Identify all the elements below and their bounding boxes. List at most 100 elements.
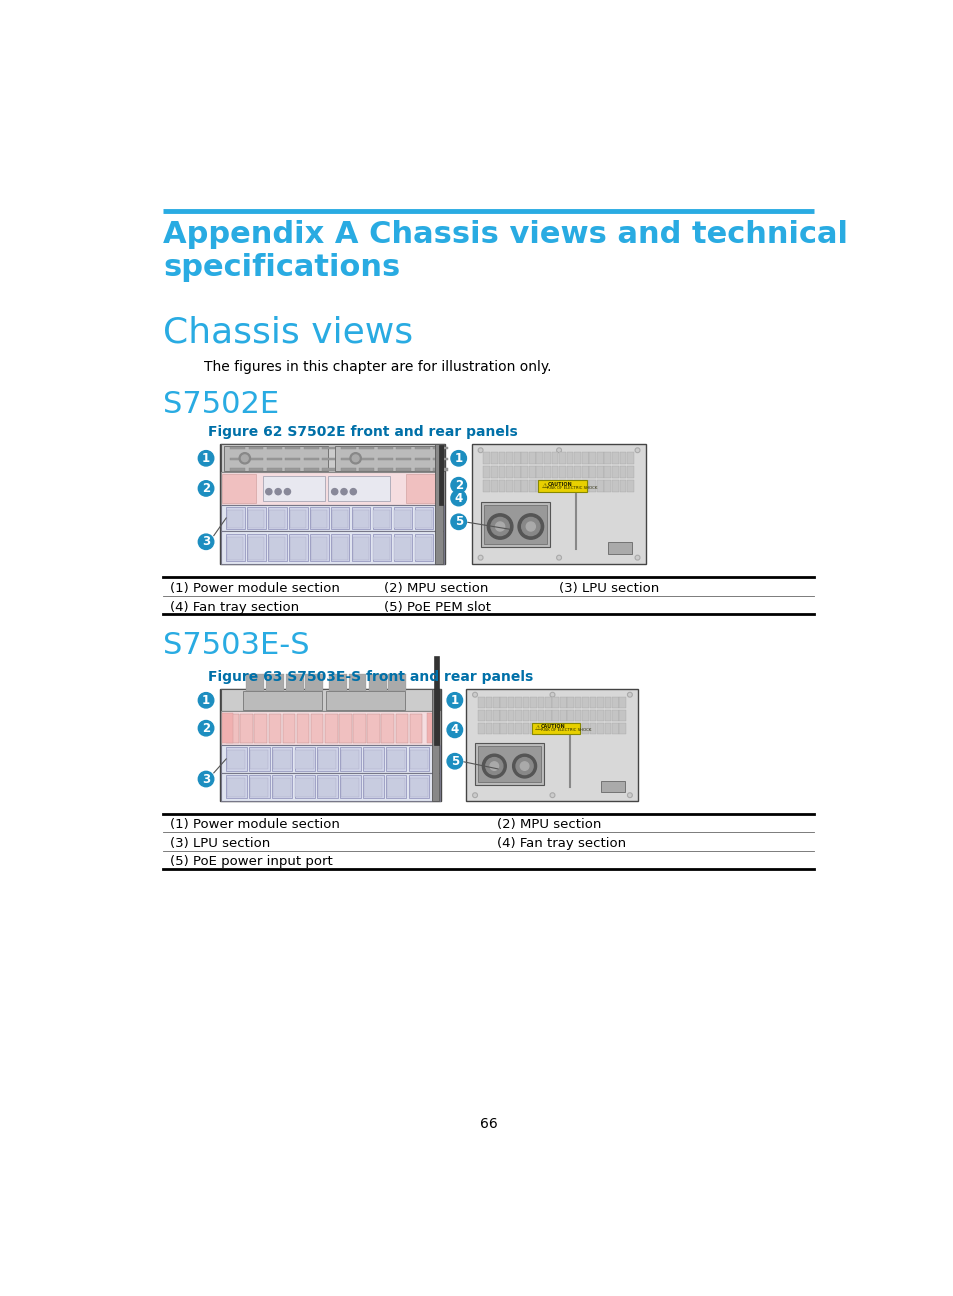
Bar: [267, 468, 281, 470]
Bar: [352, 534, 370, 561]
Bar: [507, 723, 514, 735]
Bar: [220, 445, 443, 472]
Bar: [332, 537, 348, 560]
Bar: [589, 710, 596, 722]
Bar: [415, 457, 429, 460]
Circle shape: [628, 693, 630, 696]
Bar: [269, 509, 285, 527]
Circle shape: [198, 481, 213, 496]
Bar: [394, 507, 412, 529]
Bar: [515, 710, 521, 722]
Bar: [543, 452, 550, 464]
Bar: [262, 476, 324, 500]
Bar: [604, 452, 611, 464]
Bar: [612, 710, 618, 722]
Text: Figure 63 S7503E-S front and rear panels: Figure 63 S7503E-S front and rear panels: [208, 670, 533, 684]
Bar: [267, 447, 281, 448]
Bar: [567, 710, 574, 722]
Bar: [322, 457, 336, 460]
Bar: [240, 714, 253, 743]
Bar: [438, 446, 443, 504]
Bar: [220, 689, 440, 801]
Text: (2) MPU section: (2) MPU section: [384, 582, 488, 595]
Bar: [626, 480, 633, 492]
Bar: [544, 710, 551, 722]
Text: The figures in this chapter are for illustration only.: The figures in this chapter are for illu…: [204, 359, 552, 373]
Text: S7503E-S: S7503E-S: [163, 631, 310, 661]
Bar: [246, 674, 264, 692]
Bar: [227, 750, 245, 769]
Bar: [611, 452, 618, 464]
Bar: [558, 480, 565, 492]
Circle shape: [474, 794, 476, 796]
Bar: [618, 480, 625, 492]
Circle shape: [451, 490, 466, 505]
Bar: [558, 452, 565, 464]
Bar: [537, 697, 544, 709]
Bar: [395, 468, 411, 470]
Bar: [373, 534, 391, 561]
Bar: [331, 534, 349, 561]
Bar: [415, 534, 433, 561]
Bar: [567, 697, 574, 709]
Bar: [551, 480, 558, 492]
Bar: [318, 750, 336, 769]
Bar: [581, 723, 588, 735]
Circle shape: [477, 556, 482, 560]
Bar: [254, 714, 267, 743]
Circle shape: [495, 522, 504, 531]
Bar: [537, 480, 586, 492]
Bar: [249, 457, 263, 460]
Circle shape: [477, 448, 482, 452]
Bar: [498, 480, 505, 492]
Bar: [520, 465, 528, 478]
Bar: [311, 714, 323, 743]
Bar: [363, 775, 383, 798]
Bar: [220, 472, 443, 504]
Bar: [267, 457, 281, 460]
Bar: [493, 697, 499, 709]
Circle shape: [473, 793, 476, 797]
Bar: [386, 775, 406, 798]
Circle shape: [447, 692, 462, 708]
Bar: [520, 452, 528, 464]
Bar: [493, 723, 499, 735]
Text: 2: 2: [455, 478, 462, 491]
Bar: [220, 712, 439, 745]
Bar: [536, 480, 542, 492]
Bar: [485, 723, 492, 735]
Bar: [340, 748, 360, 771]
Bar: [409, 779, 427, 797]
Bar: [500, 723, 507, 735]
Circle shape: [352, 455, 358, 461]
Bar: [285, 457, 300, 460]
Bar: [268, 507, 286, 529]
Bar: [266, 674, 283, 692]
Bar: [498, 465, 505, 478]
Bar: [311, 537, 327, 560]
Bar: [394, 537, 410, 560]
Bar: [483, 465, 490, 478]
Bar: [574, 480, 580, 492]
Bar: [249, 748, 270, 771]
Bar: [386, 750, 404, 769]
Bar: [388, 674, 406, 692]
Bar: [226, 748, 247, 771]
Circle shape: [627, 692, 632, 697]
Bar: [268, 714, 281, 743]
Bar: [434, 656, 439, 745]
Bar: [331, 507, 349, 529]
Bar: [507, 710, 514, 722]
Text: 2: 2: [202, 482, 210, 495]
Bar: [567, 723, 574, 735]
Circle shape: [487, 513, 513, 539]
Circle shape: [551, 794, 553, 796]
Bar: [618, 465, 625, 478]
Bar: [607, 542, 632, 555]
Bar: [341, 779, 359, 797]
Text: RISK OF ELECTRIC SHOCK: RISK OF ELECTRIC SHOCK: [540, 728, 591, 732]
Text: (2) MPU section: (2) MPU section: [497, 819, 600, 832]
Bar: [352, 507, 370, 529]
Bar: [597, 452, 603, 464]
Bar: [472, 445, 645, 564]
